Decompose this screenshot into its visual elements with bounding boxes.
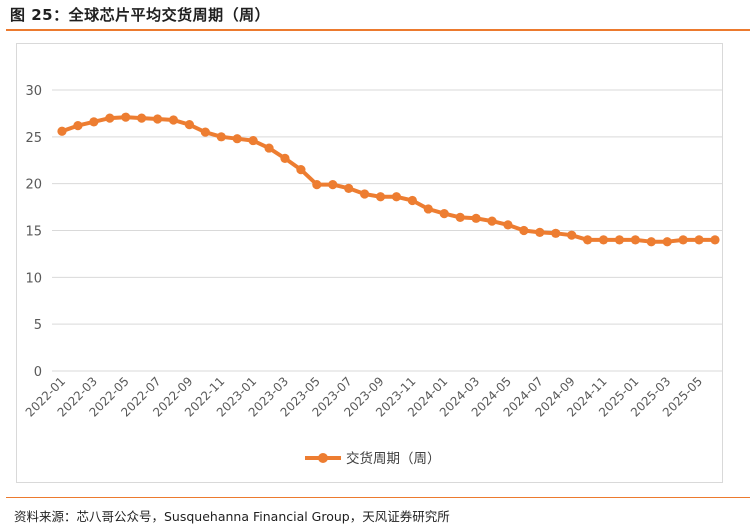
- data-point-2025-06: [710, 235, 720, 245]
- data-point-2022-11: [216, 132, 226, 142]
- data-point-2022-02: [73, 120, 83, 131]
- y-tick-label: 30: [25, 84, 42, 99]
- data-point-2023-01: [248, 135, 258, 146]
- data-point-2024-11: [598, 235, 609, 245]
- data-point-2023-04: [296, 165, 306, 175]
- data-point-2024-09: [567, 230, 577, 240]
- data-point-2022-12: [232, 134, 242, 144]
- y-axis-ticks: 0 5 10 15 20 25 30: [25, 84, 42, 380]
- data-point-2023-03: [280, 153, 290, 163]
- data-point-2024-02: [455, 212, 465, 222]
- data-point-2022-09: [184, 120, 195, 130]
- data-point-2022-06: [137, 113, 147, 123]
- source-rule: [6, 497, 750, 498]
- data-point-2023-12: [423, 204, 433, 214]
- data-point-2023-05: [312, 180, 322, 190]
- y-tick-label: 0: [34, 365, 42, 380]
- data-point-2022-08: [168, 115, 179, 125]
- legend: 交货周期（周）: [305, 450, 441, 467]
- data-point-2024-12: [614, 235, 625, 245]
- data-point-2023-07: [344, 183, 354, 193]
- data-point-2023-08: [360, 189, 370, 199]
- x-axis-ticks: 2022-012022-032022-052022-072022-092022-…: [23, 374, 705, 419]
- title-rule: [6, 29, 750, 31]
- data-point-2024-03: [471, 213, 481, 223]
- y-tick-label: 5: [34, 318, 42, 333]
- data-point-2022-01: [57, 126, 67, 136]
- data-point-2024-04: [487, 216, 497, 226]
- data-point-2024-07: [535, 227, 545, 237]
- y-tick-label: 20: [25, 178, 42, 193]
- data-point-2022-04: [105, 113, 115, 123]
- chart-frame: [16, 43, 723, 483]
- data-point-2025-01: [630, 235, 640, 245]
- series-points: [57, 112, 720, 247]
- data-point-2022-10: [200, 127, 210, 137]
- data-point-2024-06: [519, 225, 529, 236]
- data-point-2023-11: [407, 195, 417, 206]
- data-point-2023-02: [264, 143, 274, 153]
- data-point-2022-05: [121, 112, 131, 122]
- data-point-2023-06: [328, 180, 338, 190]
- data-point-2024-01: [439, 209, 449, 219]
- data-point-2023-10: [391, 192, 402, 202]
- legend-marker: [318, 453, 328, 463]
- y-tick-label: 25: [25, 131, 42, 146]
- data-point-2024-08: [551, 228, 561, 238]
- data-point-2024-10: [582, 235, 593, 245]
- data-point-2025-04: [678, 235, 688, 245]
- data-point-2023-09: [375, 192, 386, 202]
- y-tick-label: 15: [25, 225, 42, 240]
- data-point-2025-02: [646, 237, 656, 247]
- figure-title: 图 25：全球芯片平均交货周期（周）: [10, 6, 271, 24]
- data-point-2022-03: [89, 117, 99, 127]
- data-point-2022-07: [152, 114, 163, 124]
- series-line: [60, 115, 717, 244]
- data-point-2025-05: [694, 235, 704, 245]
- legend-label: 交货周期（周）: [346, 450, 441, 467]
- source-note: 资料来源：芯八哥公众号，Susquehanna Financial Group，…: [14, 509, 450, 524]
- y-tick-label: 10: [25, 271, 42, 286]
- gridlines: [52, 89, 722, 372]
- data-point-2025-03: [662, 237, 672, 247]
- data-point-2024-05: [503, 220, 513, 230]
